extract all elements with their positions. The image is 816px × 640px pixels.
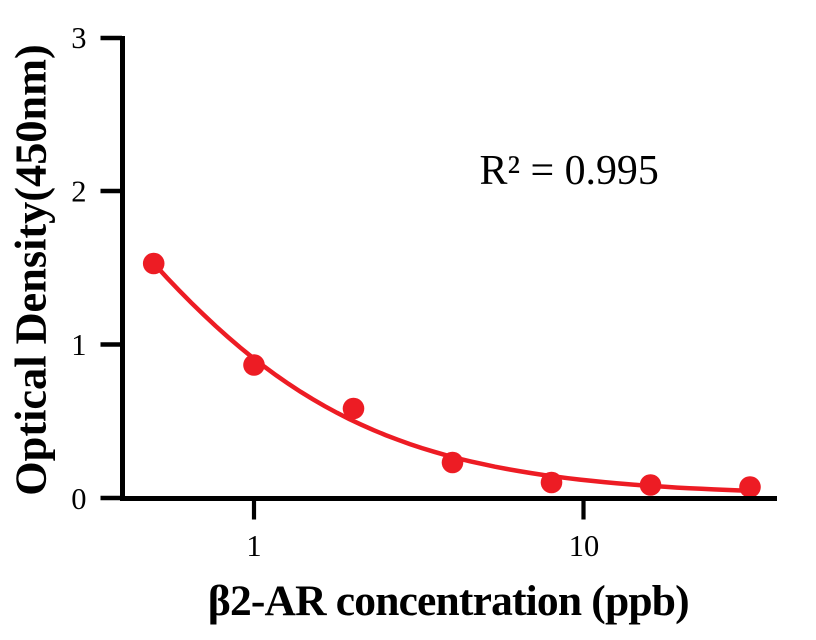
svg-text:10: 10 [569, 529, 600, 563]
svg-text:β2-AR concentration (ppb): β2-AR concentration (ppb) [208, 577, 689, 625]
svg-text:0: 0 [71, 482, 86, 516]
svg-text:R² = 0.995: R² = 0.995 [480, 148, 659, 194]
svg-text:Optical Density(450nm): Optical Density(450nm) [6, 44, 55, 496]
svg-text:2: 2 [71, 174, 86, 208]
svg-text:1: 1 [71, 328, 86, 362]
svg-text:3: 3 [71, 21, 86, 55]
svg-text:1: 1 [246, 529, 261, 563]
